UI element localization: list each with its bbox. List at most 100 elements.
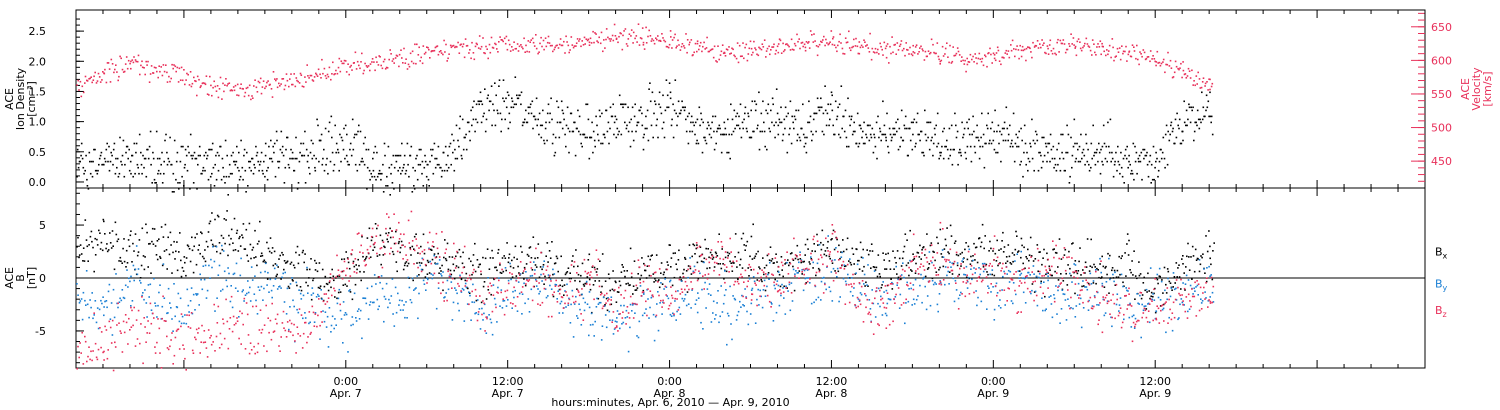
data-point xyxy=(727,315,730,317)
data-point xyxy=(1007,133,1010,136)
data-point xyxy=(941,256,944,258)
data-point xyxy=(644,269,647,272)
data-point xyxy=(119,330,122,332)
data-point xyxy=(95,169,98,172)
data-point xyxy=(719,54,722,56)
data-point xyxy=(355,317,357,319)
data-point xyxy=(169,231,172,234)
data-point xyxy=(615,118,618,121)
data-point xyxy=(391,278,394,280)
data-point xyxy=(1085,142,1088,145)
data-point xyxy=(237,290,239,292)
data-point xyxy=(884,312,887,315)
data-point xyxy=(1160,148,1162,151)
data-point xyxy=(522,272,524,274)
data-point xyxy=(216,151,219,154)
data-point xyxy=(627,350,630,353)
data-point xyxy=(733,54,735,57)
data-point xyxy=(818,243,821,246)
data-point xyxy=(969,263,972,265)
data-point xyxy=(1096,304,1098,306)
data-point xyxy=(1090,166,1092,169)
data-point xyxy=(580,324,583,326)
data-point xyxy=(820,241,822,244)
data-point xyxy=(1141,303,1143,306)
data-point xyxy=(365,302,368,305)
data-point xyxy=(458,52,461,54)
data-point xyxy=(804,46,807,49)
data-point xyxy=(883,41,886,44)
data-point xyxy=(1149,297,1151,300)
data-point xyxy=(1147,302,1150,305)
data-point xyxy=(428,185,430,187)
data-point xyxy=(454,157,457,160)
data-point xyxy=(1195,286,1197,288)
data-point xyxy=(242,289,244,291)
data-point xyxy=(875,121,878,124)
data-point xyxy=(867,124,869,127)
data-point xyxy=(1017,49,1020,51)
data-point xyxy=(127,157,129,160)
data-point xyxy=(900,265,903,267)
data-point xyxy=(704,48,706,50)
data-point xyxy=(709,127,712,130)
data-point xyxy=(979,273,981,276)
data-point xyxy=(563,118,565,121)
data-point xyxy=(476,259,479,261)
data-point xyxy=(965,242,967,244)
data-point xyxy=(266,278,269,280)
data-point xyxy=(715,252,718,255)
data-point xyxy=(729,285,731,288)
data-point xyxy=(254,166,256,169)
data-point xyxy=(1072,242,1074,244)
data-point xyxy=(695,247,698,250)
data-point xyxy=(615,281,617,284)
data-point xyxy=(281,251,283,254)
data-point xyxy=(645,277,648,279)
data-point xyxy=(939,280,941,282)
data-point xyxy=(1033,291,1036,293)
data-point xyxy=(1034,130,1037,133)
data-point xyxy=(1002,56,1004,59)
data-point xyxy=(342,148,345,151)
data-point xyxy=(1054,163,1057,166)
data-point xyxy=(454,148,456,151)
data-point xyxy=(982,270,985,273)
data-point xyxy=(588,41,591,44)
data-point xyxy=(1025,256,1027,258)
data-point xyxy=(314,269,317,271)
data-point xyxy=(440,273,442,275)
data-point xyxy=(1040,46,1042,49)
data-point xyxy=(507,39,510,42)
data-point xyxy=(1165,331,1167,334)
data-point xyxy=(477,100,480,103)
data-point xyxy=(505,305,508,307)
data-point xyxy=(358,264,360,267)
data-point xyxy=(646,265,649,267)
data-point xyxy=(566,271,569,273)
data-point xyxy=(892,51,894,54)
data-point xyxy=(447,288,450,291)
data-point xyxy=(386,238,388,241)
data-point xyxy=(1117,145,1119,148)
data-point xyxy=(905,42,907,44)
data-point xyxy=(432,50,434,52)
data-point xyxy=(143,157,146,160)
data-point xyxy=(280,83,282,85)
data-point xyxy=(983,262,986,265)
data-point xyxy=(208,264,210,267)
data-point xyxy=(392,313,394,315)
data-point xyxy=(145,223,147,226)
data-point xyxy=(541,45,543,48)
data-point xyxy=(750,235,753,238)
data-point xyxy=(211,212,213,214)
data-point xyxy=(1200,121,1202,124)
data-point xyxy=(230,154,233,157)
data-point xyxy=(194,309,196,311)
data-point xyxy=(276,273,278,276)
data-point xyxy=(1134,160,1137,163)
data-point xyxy=(701,288,703,291)
data-point xyxy=(1054,251,1057,254)
data-point xyxy=(330,78,332,81)
data-point xyxy=(750,302,753,305)
